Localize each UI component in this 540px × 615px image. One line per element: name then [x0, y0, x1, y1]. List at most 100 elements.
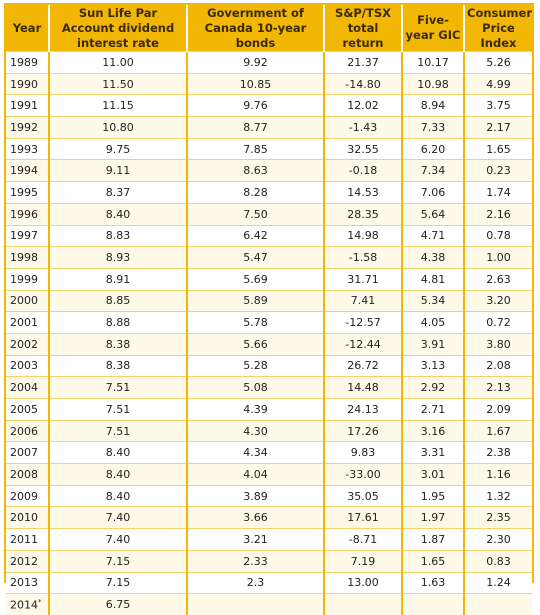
cell-year: 2006 [6, 419, 49, 442]
cell-tsx-return: 13.00 [323, 571, 402, 594]
table-row: 2000 8.85 5.89 7.41 5.34 3.20 [6, 289, 532, 312]
cell-gic-rate: 3.16 [401, 419, 464, 442]
cell-bond-rate: 5.08 [186, 376, 324, 399]
cell-gic-rate: 4.05 [401, 311, 464, 334]
table-row: 1998 8.93 5.47 -1.58 4.38 1.00 [6, 246, 532, 269]
cell-year: 2013 [6, 571, 49, 594]
cell-cpi: 2.08 [463, 354, 532, 377]
cell-bond-rate: 4.30 [186, 419, 324, 442]
cell-tsx-return: 12.02 [323, 94, 402, 117]
cell-dividend-rate: 7.15 [48, 571, 187, 594]
cell-dividend-rate: 9.75 [48, 137, 187, 160]
cell-dividend-rate: 7.51 [48, 376, 187, 399]
cell-bond-rate: 7.85 [186, 137, 324, 160]
table-row: 2011 7.40 3.21 -8.71 1.87 2.30 [6, 528, 532, 551]
cell-year: 2014* [6, 593, 49, 615]
cell-bond-rate: 5.66 [186, 332, 324, 356]
cell-tsx-return: -33.00 [323, 463, 402, 486]
cell-dividend-rate: 8.91 [48, 267, 187, 291]
table-row: 2009 8.40 3.89 35.05 1.95 1.32 [6, 484, 532, 507]
rates-table-frame: Year Sun Life Par Account dividend inter… [4, 3, 534, 615]
table-row: 2005 7.51 4.39 24.13 2.71 2.09 [6, 398, 532, 421]
cell-tsx-return: -1.58 [323, 246, 402, 269]
table-header-row: Year Sun Life Par Account dividend inter… [6, 5, 532, 52]
cell-bond-rate [186, 593, 324, 615]
cell-gic-rate: 1.65 [401, 549, 464, 572]
cell-year: 2012 [6, 549, 49, 572]
cell-cpi: 2.13 [463, 376, 532, 399]
table-row: 1999 8.91 5.69 31.71 4.81 2.63 [6, 267, 532, 291]
cell-dividend-rate: 7.15 [48, 549, 187, 572]
cell-year: 1995 [6, 181, 49, 204]
cell-year: 2008 [6, 463, 49, 486]
cell-cpi: 0.78 [463, 224, 532, 247]
cell-tsx-return: 9.83 [323, 441, 402, 464]
cell-bond-rate: 8.77 [186, 116, 324, 139]
cell-dividend-rate: 8.40 [48, 202, 187, 225]
cell-gic-rate: 5.34 [401, 289, 464, 312]
cell-cpi: 3.75 [463, 94, 532, 117]
cell-year: 1991 [6, 94, 49, 117]
cell-year: 2000 [6, 289, 49, 312]
table-row: 1993 9.75 7.85 32.55 6.20 1.65 [6, 137, 532, 160]
cell-dividend-rate: 8.83 [48, 224, 187, 247]
cell-bond-rate: 6.42 [186, 224, 324, 247]
cell-dividend-rate: 11.15 [48, 94, 187, 117]
cell-year: 2009 [6, 484, 49, 507]
cell-bond-rate: 8.63 [186, 159, 324, 182]
table-body: 1989 11.00 9.92 21.37 10.17 5.26 1990 11.50 10.8… [6, 51, 532, 615]
cell-dividend-rate: 8.93 [48, 246, 187, 269]
table-row: 1991 11.15 9.76 12.02 8.94 3.75 [6, 94, 532, 117]
cell-bond-rate: 2.3 [186, 571, 324, 594]
cell-gic-rate: 4.38 [401, 246, 464, 269]
cell-year: 1994 [6, 159, 49, 182]
table-row: 1994 9.11 8.63 -0.18 7.34 0.23 [6, 159, 532, 182]
cell-year: 2005 [6, 398, 49, 421]
cell-bond-rate: 3.89 [186, 484, 324, 507]
cell-cpi: 2.17 [463, 116, 532, 139]
cell-tsx-return: -0.18 [323, 159, 402, 182]
cell-gic-rate: 4.81 [401, 267, 464, 291]
cell-gic-rate: 4.71 [401, 224, 464, 247]
cell-dividend-rate: 7.40 [48, 506, 187, 529]
cell-bond-rate: 5.69 [186, 267, 324, 291]
footnote-marker: * [38, 597, 42, 606]
table-row: 2014* 6.75 [6, 593, 532, 615]
cell-cpi: 2.09 [463, 398, 532, 421]
cell-bond-rate: 5.89 [186, 289, 324, 312]
cell-cpi: 2.38 [463, 441, 532, 464]
cell-bond-rate: 7.50 [186, 202, 324, 225]
cell-bond-rate: 10.85 [186, 72, 324, 95]
cell-year: 1992 [6, 116, 49, 139]
header-year: Year [6, 5, 49, 52]
table-row: 1992 10.80 8.77 -1.43 7.33 2.17 [6, 116, 532, 139]
cell-tsx-return: 32.55 [323, 137, 402, 160]
cell-gic-rate: 3.01 [401, 463, 464, 486]
cell-tsx-return [323, 593, 402, 615]
cell-tsx-return: 17.26 [323, 419, 402, 442]
cell-bond-rate: 9.76 [186, 94, 324, 117]
table-row: 2008 8.40 4.04 -33.00 3.01 1.16 [6, 463, 532, 486]
cell-cpi: 1.00 [463, 246, 532, 269]
cell-year: 1990 [6, 72, 49, 95]
cell-cpi: 2.16 [463, 202, 532, 225]
cell-cpi: 0.83 [463, 549, 532, 572]
cell-dividend-rate: 7.40 [48, 528, 187, 551]
cell-dividend-rate: 8.88 [48, 311, 187, 334]
cell-gic-rate: 1.87 [401, 528, 464, 551]
cell-cpi: 0.23 [463, 159, 532, 182]
table-row: 2012 7.15 2.33 7.19 1.65 0.83 [6, 549, 532, 572]
table-row: 1997 8.83 6.42 14.98 4.71 0.78 [6, 224, 532, 247]
cell-gic-rate: 3.91 [401, 332, 464, 356]
cell-year: 1998 [6, 246, 49, 269]
cell-cpi: 1.32 [463, 484, 532, 507]
cell-gic-rate: 7.06 [401, 181, 464, 204]
table-row: 2010 7.40 3.66 17.61 1.97 2.35 [6, 506, 532, 529]
cell-dividend-rate: 7.51 [48, 398, 187, 421]
cell-bond-rate: 5.47 [186, 246, 324, 269]
cell-gic-rate: 1.63 [401, 571, 464, 594]
cell-tsx-return: 24.13 [323, 398, 402, 421]
header-sun-life-dividend-rate: Sun Life Par Account dividend interest r… [48, 5, 187, 52]
table-row: 2001 8.88 5.78 -12.57 4.05 0.72 [6, 311, 532, 334]
cell-year: 1997 [6, 224, 49, 247]
